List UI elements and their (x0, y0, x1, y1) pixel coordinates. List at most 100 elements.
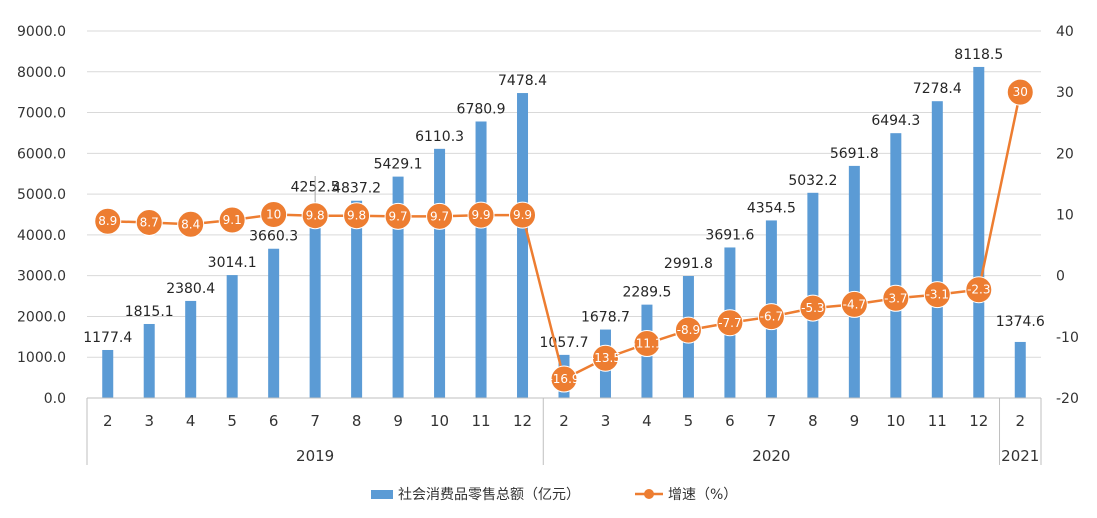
growth-marker (965, 276, 993, 304)
bar-value-label: 7478.4 (498, 73, 547, 89)
growth-value-label: -5.3 (801, 301, 824, 315)
x-tick-label: 10 (886, 412, 905, 430)
x-tick-label: 6 (269, 412, 279, 430)
x-tick-label: 4 (642, 412, 652, 430)
bar (309, 224, 321, 398)
bar (890, 133, 902, 398)
growth-marker (94, 207, 122, 235)
growth-value-label: -6.7 (760, 310, 783, 324)
x-tick-label: 11 (471, 412, 490, 430)
bar-value-label: 2289.5 (622, 285, 671, 301)
bar-value-label: 5429.1 (374, 157, 423, 173)
growth-value-label: -16.9 (548, 372, 579, 386)
x-tick-label: 10 (430, 412, 449, 430)
growth-marker (550, 365, 578, 393)
growth-value-label: 10 (266, 208, 281, 222)
bar-value-label: 4354.5 (747, 200, 796, 216)
y-right-tick-label: -10 (1056, 330, 1079, 346)
bar (931, 101, 943, 398)
x-tick-label: 8 (352, 412, 362, 430)
growth-marker (426, 202, 454, 230)
bar (351, 200, 363, 398)
y-left-tick-label: 5000.0 (17, 187, 66, 203)
growth-value-label: -13.5 (590, 351, 621, 365)
x-tick-label: 2 (1015, 412, 1025, 430)
bar (102, 349, 114, 398)
y-left-tick-label: 7000.0 (17, 106, 66, 122)
bar-value-label: 7278.4 (913, 81, 962, 97)
x-tick-label: 4 (186, 412, 196, 430)
legend-bar-label: 社会消费品零售总额（亿元） (398, 487, 580, 503)
bar-value-label: 2991.8 (664, 256, 713, 272)
bar (517, 93, 529, 398)
x-tick-label: 9 (850, 412, 860, 430)
bar (434, 148, 446, 398)
growth-marker (1006, 78, 1034, 106)
growth-marker (135, 208, 163, 236)
growth-marker (218, 206, 246, 234)
bar-value-label: 1374.6 (996, 314, 1045, 330)
growth-value-label: -8.9 (677, 323, 700, 337)
growth-value-label: 9.9 (513, 208, 532, 222)
growth-marker (633, 330, 661, 358)
growth-value-label: -2.3 (967, 283, 990, 297)
bar (848, 165, 860, 398)
bar-value-label: 1177.4 (83, 330, 132, 346)
x-tick-label: 7 (767, 412, 777, 430)
x-tick-label: 5 (684, 412, 694, 430)
growth-marker (882, 284, 910, 312)
bar-value-label: 6110.3 (415, 129, 464, 145)
x-tick-label: 2 (559, 412, 569, 430)
y-right-tick-label: 20 (1056, 146, 1074, 162)
growth-marker (840, 290, 868, 318)
x-tick-label: 3 (601, 412, 611, 430)
y-left-tick-label: 3000.0 (17, 269, 66, 285)
y-left-tick-label: 6000.0 (17, 146, 66, 162)
x-tick-label: 6 (725, 412, 735, 430)
growth-marker (467, 201, 495, 229)
x-group-label: 2020 (752, 447, 790, 465)
growth-marker (799, 294, 827, 322)
bar-value-label: 1678.7 (581, 310, 630, 326)
y-left-tick-label: 2000.0 (17, 309, 66, 325)
x-tick-label: 12 (513, 412, 532, 430)
bar-value-label: 6494.3 (871, 113, 920, 129)
growth-marker (343, 202, 371, 230)
y-right-tick-label: 0 (1056, 269, 1065, 285)
bar-value-label: 4837.2 (332, 181, 381, 197)
y-right-tick-label: -20 (1056, 391, 1079, 407)
bar (185, 300, 197, 398)
bar (973, 66, 985, 398)
growth-value-label: -4.7 (843, 297, 866, 311)
y-left-tick-label: 9000.0 (17, 24, 66, 40)
x-tick-label: 9 (393, 412, 403, 430)
growth-value-label: 8.4 (181, 217, 200, 231)
legend-line-label: 增速（%） (668, 487, 737, 503)
growth-marker (757, 303, 785, 331)
x-tick-label: 8 (808, 412, 818, 430)
growth-marker (591, 344, 619, 372)
growth-value-label: -7.7 (718, 316, 741, 330)
growth-value-label: 8.7 (140, 215, 159, 229)
growth-value-label: 8.9 (98, 214, 117, 228)
bar (392, 176, 404, 398)
x-tick-label: 5 (227, 412, 237, 430)
legend-line-marker (644, 489, 654, 499)
growth-marker (301, 202, 329, 230)
growth-value-label: 9.1 (223, 213, 242, 227)
x-group-label: 2021 (1001, 447, 1039, 465)
bar-value-label: 3691.6 (705, 227, 754, 243)
growth-value-label: 9.9 (471, 208, 490, 222)
bar-value-label: 3660.3 (249, 229, 298, 245)
growth-value-label: 9.8 (347, 209, 366, 223)
y-right-tick-label: 10 (1056, 208, 1074, 224)
bar-value-label: 5691.8 (830, 146, 879, 162)
x-tick-label: 7 (310, 412, 320, 430)
growth-marker (923, 281, 951, 309)
bar-value-label: 6780.9 (457, 101, 506, 117)
bar-value-label: 1057.7 (540, 335, 589, 351)
growth-marker (260, 201, 288, 228)
y-left-tick-label: 8000.0 (17, 65, 66, 81)
